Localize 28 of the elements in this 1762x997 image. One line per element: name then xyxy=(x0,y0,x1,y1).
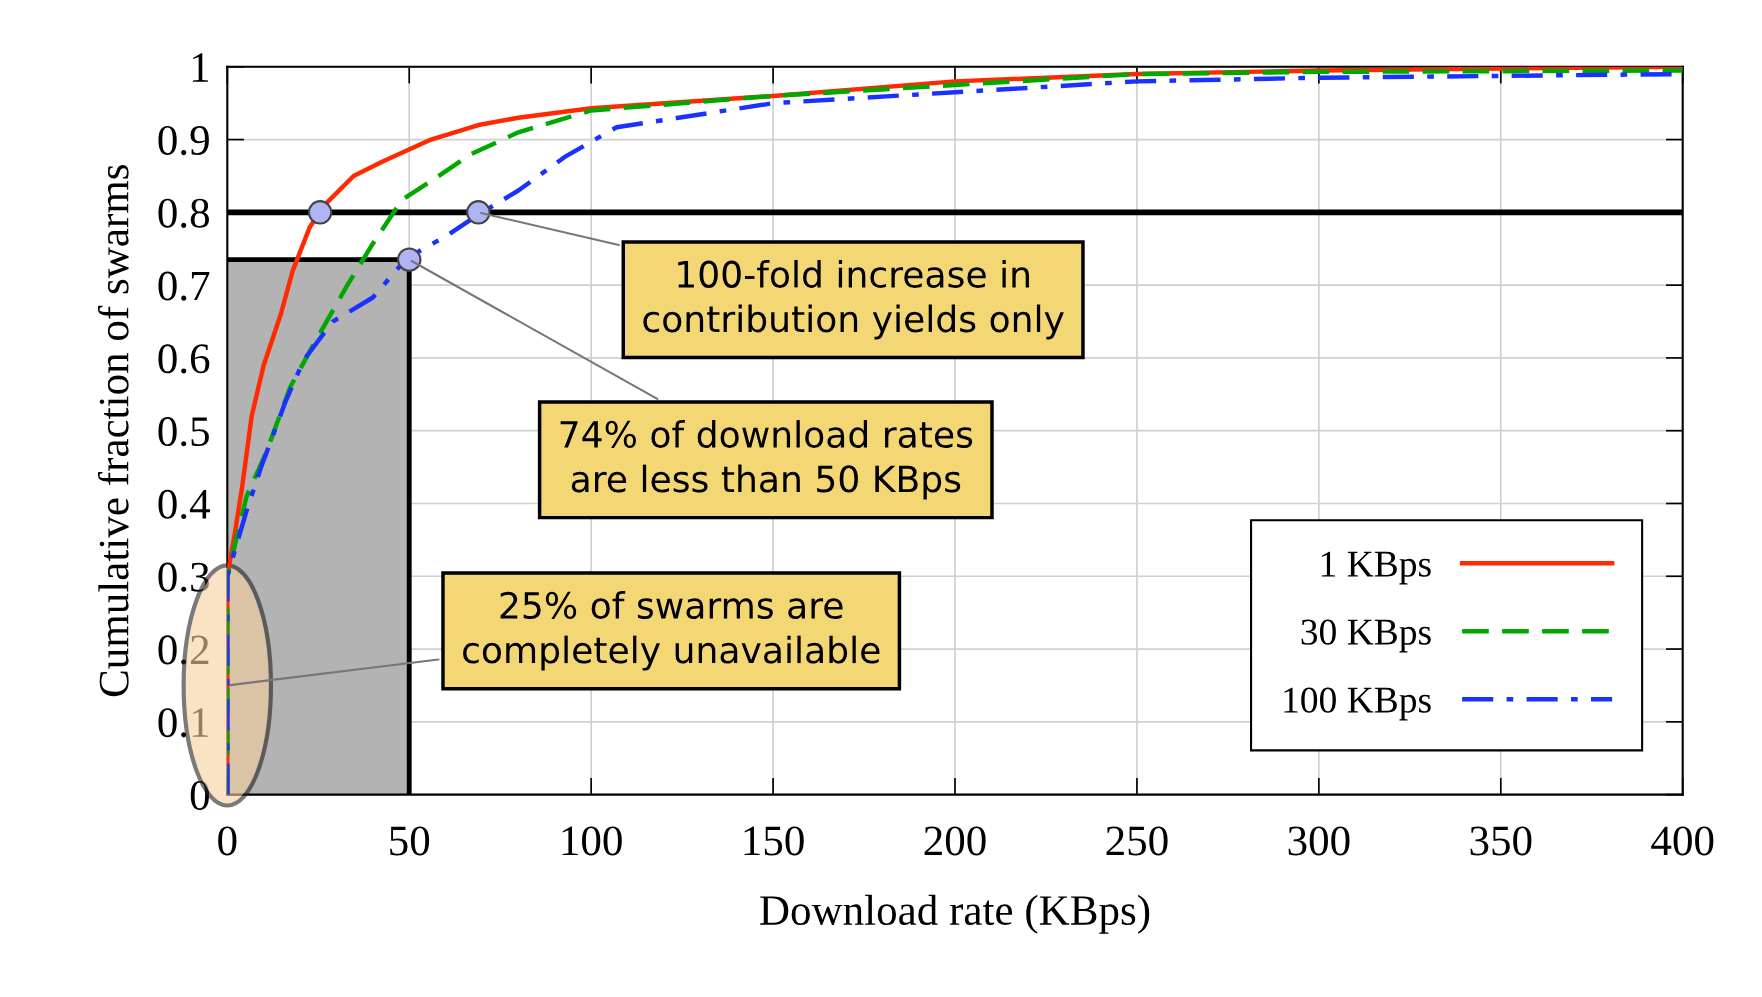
y-tick-label: 0.7 xyxy=(158,271,210,301)
x-tick-label: 50 xyxy=(390,826,430,856)
y-tick-label: 0.9 xyxy=(158,125,209,156)
annotation: 100-fold increase in contribution yields only xyxy=(643,259,1064,340)
annotation: 25% of swarms are completely unavailable xyxy=(463,591,880,671)
y-tick-label: 0.6 xyxy=(158,344,210,374)
legend-label: 1 KBps xyxy=(1321,551,1431,585)
y-tick-label: 0.8 xyxy=(158,198,209,228)
y-axis-title: Cumulative fraction of swarms xyxy=(97,165,129,697)
x-tick-label: 100 xyxy=(562,826,622,856)
y-tick-label: 0 xyxy=(190,780,209,810)
legend-label: 30 KBps xyxy=(1301,619,1431,653)
x-tick-label: 200 xyxy=(924,826,986,856)
annotation: 74% of download rates are less than 50 KBps xyxy=(560,420,973,500)
y-tick-label: 1 xyxy=(192,53,209,82)
x-tick-label: 300 xyxy=(1288,826,1350,856)
legend-label: 100 KBps xyxy=(1284,687,1431,721)
y-tick-label: 0.4 xyxy=(158,489,210,520)
y-tick-label: 0.1 xyxy=(158,708,209,738)
y-tick-label: 0.5 xyxy=(158,417,209,447)
x-tick-label: 250 xyxy=(1106,826,1168,856)
x-tick-label: 400 xyxy=(1651,826,1714,856)
x-tick-label: 350 xyxy=(1470,826,1532,856)
x-tick-label: 150 xyxy=(744,826,804,856)
x-tick-label: 0 xyxy=(218,826,237,856)
y-tick-label: 0.3 xyxy=(158,562,209,592)
y-tick-label: 0.2 xyxy=(158,635,209,665)
x-axis-title: Download rate (KBps) xyxy=(760,894,1150,934)
